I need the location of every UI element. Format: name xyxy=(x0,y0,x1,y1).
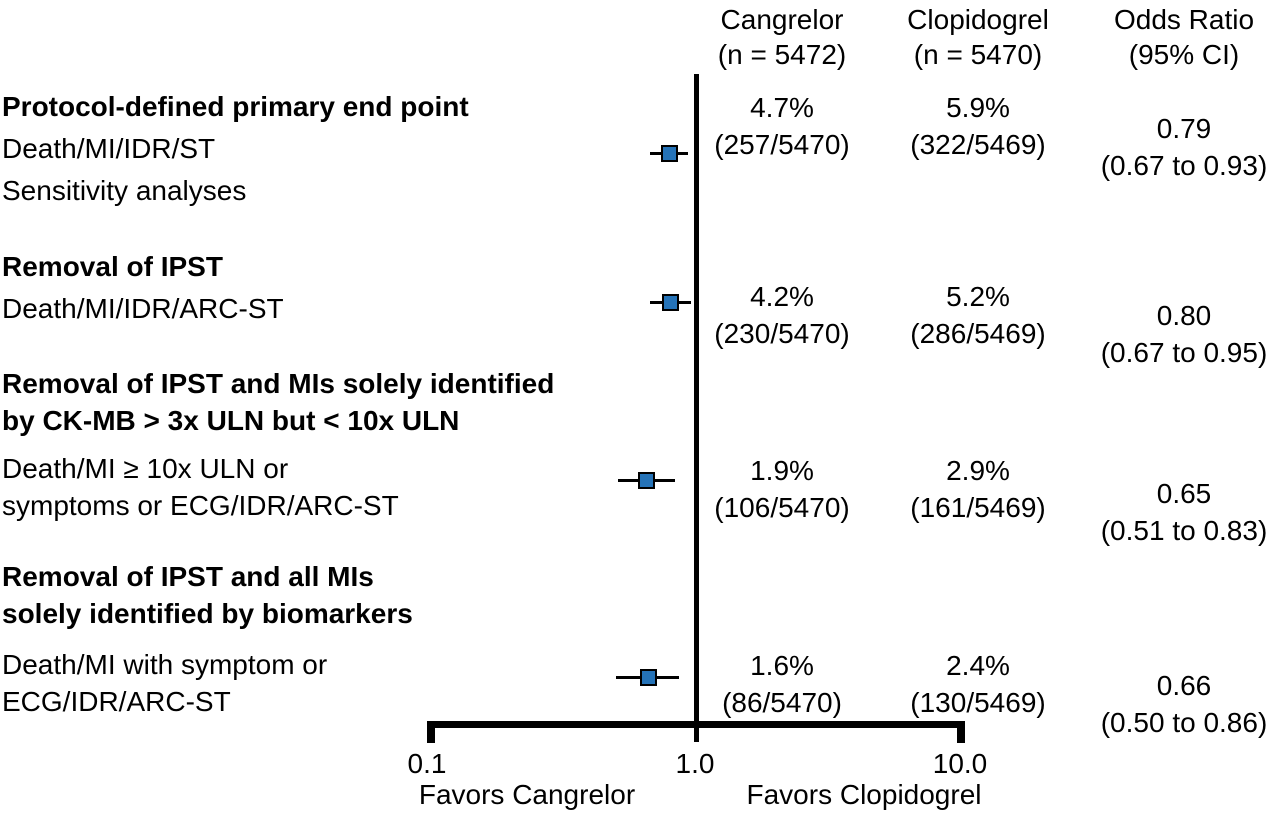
row-label: Death/MI with symptom or xyxy=(2,649,328,680)
event-rate-cangrelor-pct: 1.6% xyxy=(750,650,814,681)
odds-ratio-ci: (0.51 to 0.83) xyxy=(1100,515,1268,546)
event-rate-clopidogrel-frac: (130/5469) xyxy=(910,687,1046,718)
point-estimate-square xyxy=(639,668,657,686)
row-section-header: Protocol-defined primary end point xyxy=(2,91,469,122)
row-section-header: solely identified by biomarkers xyxy=(2,598,413,629)
event-rate-clopidogrel-pct: 2.9% xyxy=(946,455,1010,486)
event-rate-cangrelor-frac: (106/5470) xyxy=(714,492,850,523)
odds-ratio-value: 0.65 xyxy=(1156,478,1212,509)
x-axis-tick-label-0.1: 0.1 xyxy=(407,748,447,779)
row-label: ECG/IDR/ARC-ST xyxy=(2,686,231,717)
point-estimate-square xyxy=(638,471,655,489)
event-rate-cangrelor-frac: (257/5470) xyxy=(714,129,850,160)
event-rate-cangrelor-frac: (86/5470) xyxy=(722,687,842,718)
point-estimate-square xyxy=(660,144,678,162)
odds-ratio-value: 0.80 xyxy=(1156,300,1212,331)
favors-left-label: Favors Cangrelor xyxy=(418,779,636,810)
row-section-header: Removal of IPST and MIs solely identifie… xyxy=(2,368,555,399)
event-rate-clopidogrel-frac: (286/5469) xyxy=(910,318,1046,349)
x-axis-tick-label-10.0: 10.0 xyxy=(932,748,988,779)
reference-line xyxy=(694,74,699,742)
point-estimate-square xyxy=(662,293,680,311)
odds-ratio-value: 0.66 xyxy=(1156,670,1212,701)
column-header-clopidogrel: Clopidogrel xyxy=(907,4,1049,35)
column-header-odds-ratio: Odds Ratio xyxy=(1113,4,1255,35)
column-header-cangrelor: Cangrelor xyxy=(720,4,844,35)
event-rate-clopidogrel-pct: 2.4% xyxy=(946,650,1010,681)
odds-ratio-ci: (0.67 to 0.95) xyxy=(1100,337,1268,368)
column-header-cangrelor-n: (n = 5472) xyxy=(717,39,847,70)
row-section-header: Removal of IPST and all MIs xyxy=(2,561,374,592)
x-axis-tick-label-1.0: 1.0 xyxy=(675,748,715,779)
event-rate-cangrelor-pct: 1.9% xyxy=(750,455,814,486)
row-section-header: Removal of IPST xyxy=(2,251,223,282)
row-subheading: Sensitivity analyses xyxy=(2,175,247,206)
event-rate-cangrelor-pct: 4.2% xyxy=(750,281,814,312)
x-axis-line xyxy=(427,721,965,728)
row-label: Death/MI ≥ 10x ULN or xyxy=(2,453,289,484)
column-header-clopidogrel-n: (n = 5470) xyxy=(913,39,1043,70)
column-header-odds-ratio-ci: (95% CI) xyxy=(1128,39,1240,70)
row-label: symptoms or ECG/IDR/ARC-ST xyxy=(2,490,399,521)
event-rate-cangrelor-pct: 4.7% xyxy=(750,92,814,123)
event-rate-clopidogrel-frac: (161/5469) xyxy=(910,492,1046,523)
odds-ratio-value: 0.79 xyxy=(1156,113,1212,144)
event-rate-clopidogrel-pct: 5.2% xyxy=(946,281,1010,312)
favors-right-label: Favors Clopidogrel xyxy=(746,779,982,810)
row-label: Death/MI/IDR/ARC-ST xyxy=(2,293,284,324)
odds-ratio-ci: (0.50 to 0.86) xyxy=(1100,707,1268,738)
event-rate-clopidogrel-pct: 5.9% xyxy=(946,92,1010,123)
x-axis-tick-right xyxy=(957,721,965,743)
event-rate-clopidogrel-frac: (322/5469) xyxy=(910,129,1046,160)
event-rate-cangrelor-frac: (230/5470) xyxy=(714,318,850,349)
row-section-header: by CK-MB > 3x ULN but < 10x ULN xyxy=(2,405,460,436)
x-axis-tick-left xyxy=(427,721,435,743)
odds-ratio-ci: (0.67 to 0.93) xyxy=(1100,150,1268,181)
row-label: Death/MI/IDR/ST xyxy=(2,133,216,164)
